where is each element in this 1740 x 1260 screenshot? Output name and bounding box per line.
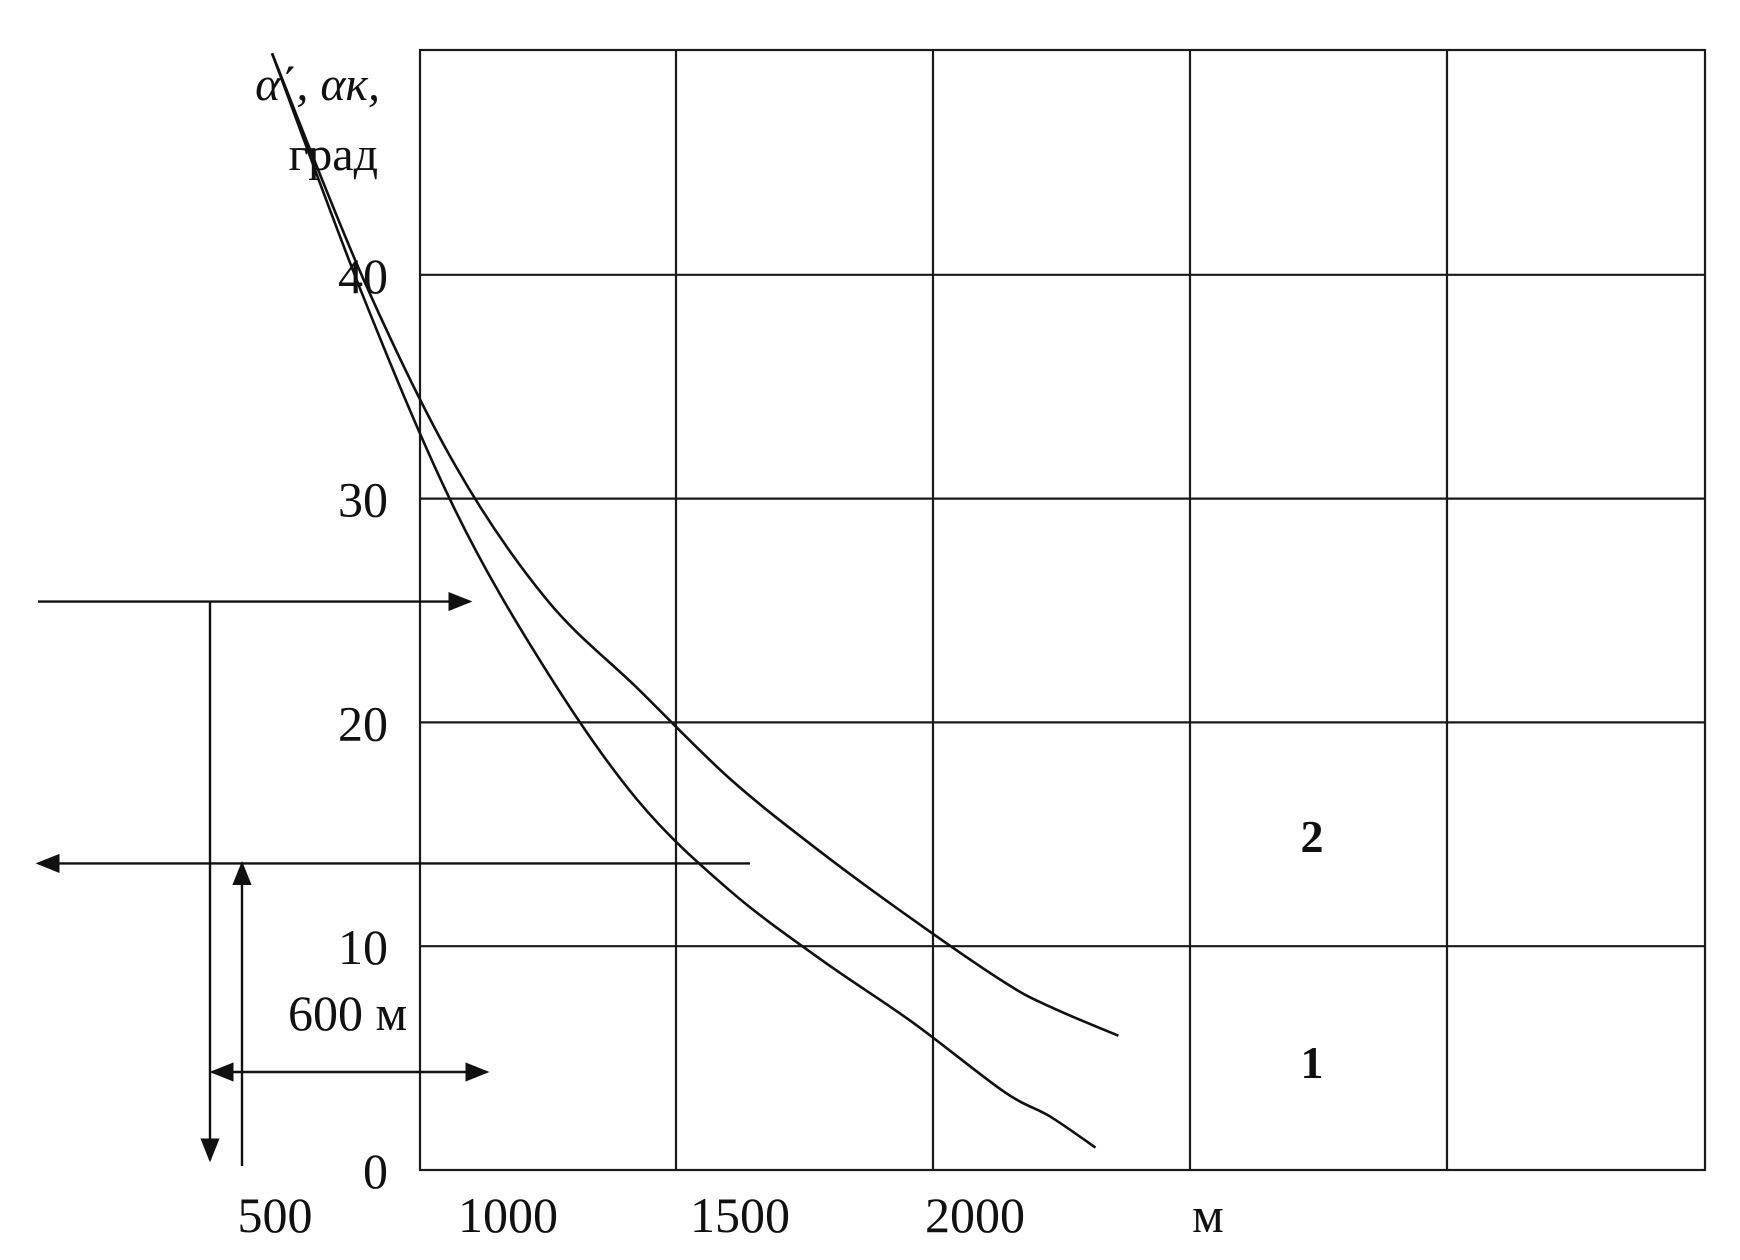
series-2-label: 2 (1301, 811, 1324, 862)
x-axis-label: м (1192, 1187, 1224, 1243)
curves (270, 52, 1119, 1149)
plot-frame (418, 48, 1707, 1172)
grid (418, 48, 1707, 1172)
series-1-line (270, 52, 1119, 1037)
y-tick-label: 40 (338, 248, 388, 304)
y-tick-label: 10 (338, 919, 388, 975)
guide-arrows (35, 591, 750, 1166)
y-tick-label: 30 (338, 472, 388, 528)
x-tick-label: 1500 (690, 1187, 790, 1243)
series-2-line (270, 52, 1097, 1149)
x-tick-label: 2000 (925, 1187, 1025, 1243)
y-tick-label: 0 (363, 1143, 388, 1199)
x-tick-label: 1000 (458, 1187, 558, 1243)
x-tick-label: 500 (238, 1187, 313, 1243)
chart-text: α΄, αк, град м 600 м 0 10 20 30 40 500 1000 150… (238, 58, 1324, 1243)
y-axis-label: α΄, αк, (255, 58, 380, 111)
series-1-label: 1 (1301, 1037, 1324, 1088)
y-tick-label: 20 (338, 695, 388, 751)
distance-label: 600 м (288, 985, 407, 1041)
y-axis-unit: град (289, 128, 378, 181)
